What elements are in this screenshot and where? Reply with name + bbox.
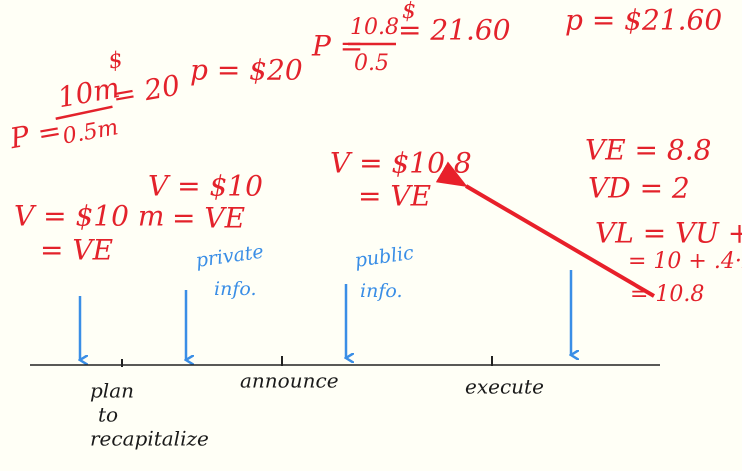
price-1: P = 10m $ 0.5m = 20 xyxy=(7,47,183,156)
levered-line: = 10 + .4·2 xyxy=(628,249,742,274)
red-arrow xyxy=(435,161,656,298)
timeline-label: announce xyxy=(240,369,339,393)
currency: $ xyxy=(107,47,125,74)
currency: $ xyxy=(402,0,416,24)
price-label: P = xyxy=(7,114,64,156)
value-1-eq: = VE xyxy=(40,234,113,267)
denominator: 0.5m xyxy=(61,115,120,149)
price-2: p = $20 xyxy=(190,54,303,87)
value-2-eq: = VE xyxy=(172,202,245,235)
value-3: V = $10.8 xyxy=(330,147,472,180)
fraction-line xyxy=(55,105,113,120)
levered-line: VL = VU + TcD xyxy=(595,217,742,250)
timeline-label: execute xyxy=(465,375,544,399)
value-3-eq: = VE xyxy=(358,180,431,213)
price-3: P = 10.8 $ 0.5 = 21.60 xyxy=(311,0,511,76)
levered-line: = 10.8 xyxy=(630,282,704,307)
price-4: p = $21.60 xyxy=(565,4,722,37)
result: = 20 xyxy=(110,68,183,112)
private-label: private xyxy=(194,241,265,272)
private-label: info. xyxy=(214,278,257,300)
public-label: info. xyxy=(360,280,403,302)
denominator: 0.5 xyxy=(354,51,389,76)
levered-line: VE = 8.8 xyxy=(585,134,711,167)
timeline-label: plan xyxy=(90,379,134,403)
price-label: P = xyxy=(311,30,363,63)
value-1: V = $10 m xyxy=(14,200,164,233)
value-2: V = $10 xyxy=(148,170,263,203)
levered-line: VD = 2 xyxy=(588,172,690,205)
timeline-label: to xyxy=(98,403,118,427)
public-label: public xyxy=(353,242,415,272)
numerator: 10.8 xyxy=(350,15,399,40)
result: = 21.60 xyxy=(398,14,511,47)
timeline-label: recapitalize xyxy=(90,427,209,451)
